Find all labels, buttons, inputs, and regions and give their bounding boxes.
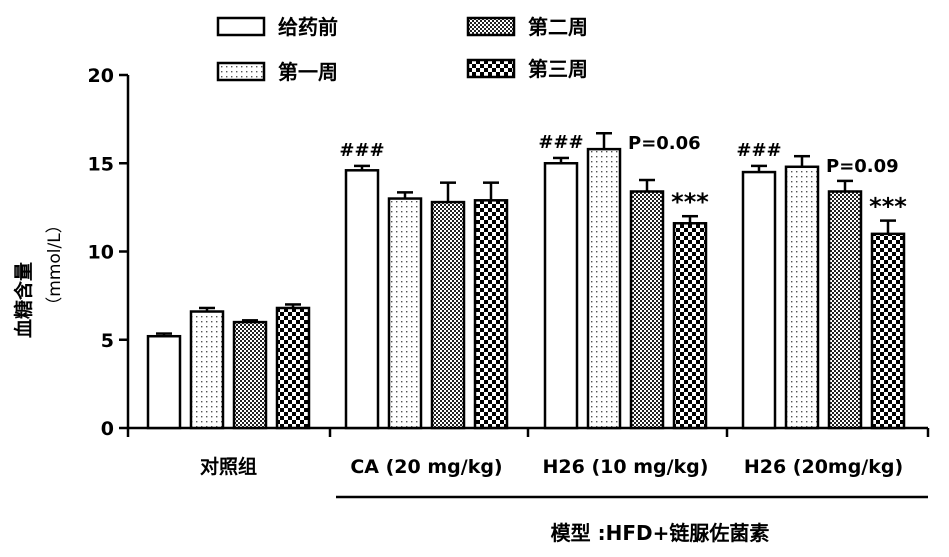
x-category-label: CA (20 mg/kg)	[350, 456, 502, 478]
legend-item: 第一周	[216, 60, 338, 84]
bar	[870, 232, 906, 430]
bar	[473, 199, 509, 430]
legend-label: 第二周	[528, 15, 588, 39]
x-category-label: H26 (10 mg/kg)	[543, 456, 709, 478]
y-tick-label: 10	[88, 242, 114, 264]
significance-annotation: P=0.06	[628, 133, 701, 154]
legend-label: 给药前	[278, 15, 338, 39]
legend-swatch	[216, 61, 266, 82]
bar	[543, 162, 579, 430]
legend-swatch	[466, 16, 516, 37]
bar	[189, 310, 225, 430]
legend-item: 第三周	[466, 57, 588, 81]
x-category-label: H26 (20mg/kg)	[744, 456, 903, 478]
model-bracket: 模型 :HFD+链脲佐菌素	[336, 495, 928, 545]
y-tick-label: 5	[101, 330, 114, 352]
significance-annotation: ###	[339, 140, 384, 161]
legend-label: 第三周	[528, 57, 588, 81]
legend-swatch	[216, 16, 266, 37]
bar	[275, 306, 311, 430]
annotations: ### ### P=0.06 *** ### P=0.09 ***	[339, 132, 907, 221]
y-axis: 0 5 10 15 20	[88, 65, 130, 440]
bar	[827, 190, 863, 430]
bar	[672, 222, 708, 430]
bar	[387, 197, 423, 430]
bar	[146, 334, 182, 430]
bar	[784, 165, 820, 430]
legend-item: 第二周	[466, 15, 588, 39]
y-axis-label-line1: 血糖含量	[12, 262, 35, 338]
significance-annotation: P=0.09	[826, 156, 899, 177]
y-axis-label: 血糖含量 （mmol/L）	[12, 216, 65, 338]
y-tick-label: 0	[101, 418, 114, 440]
bars	[146, 131, 906, 430]
bar	[586, 147, 622, 430]
y-tick-label: 15	[88, 153, 114, 175]
bar	[344, 169, 380, 430]
significance-annotation: ***	[671, 188, 709, 216]
bar	[741, 170, 777, 430]
model-bracket-label: 模型 :HFD+链脲佐菌素	[551, 521, 770, 545]
significance-annotation: ###	[538, 132, 583, 153]
x-axis: 对照组 CA (20 mg/kg) H26 (10 mg/kg) H26 (20mg/…	[126, 426, 930, 478]
bar	[629, 190, 665, 430]
legend-item: 给药前	[216, 15, 338, 39]
x-category-label: 对照组	[200, 455, 257, 478]
significance-annotation: ###	[736, 140, 781, 161]
bar	[232, 320, 268, 430]
bar	[430, 200, 466, 430]
y-tick-label: 20	[88, 65, 114, 87]
y-axis-label-line2: （mmol/L）	[45, 216, 65, 313]
significance-annotation: ***	[869, 193, 907, 221]
legend-swatch	[466, 58, 516, 79]
legend-label: 第一周	[278, 60, 338, 84]
